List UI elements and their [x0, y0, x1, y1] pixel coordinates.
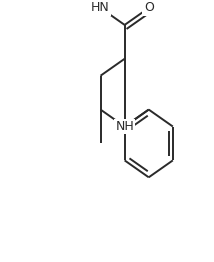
- Text: O: O: [144, 2, 154, 14]
- Text: NH: NH: [115, 120, 134, 133]
- Text: HN: HN: [91, 2, 110, 14]
